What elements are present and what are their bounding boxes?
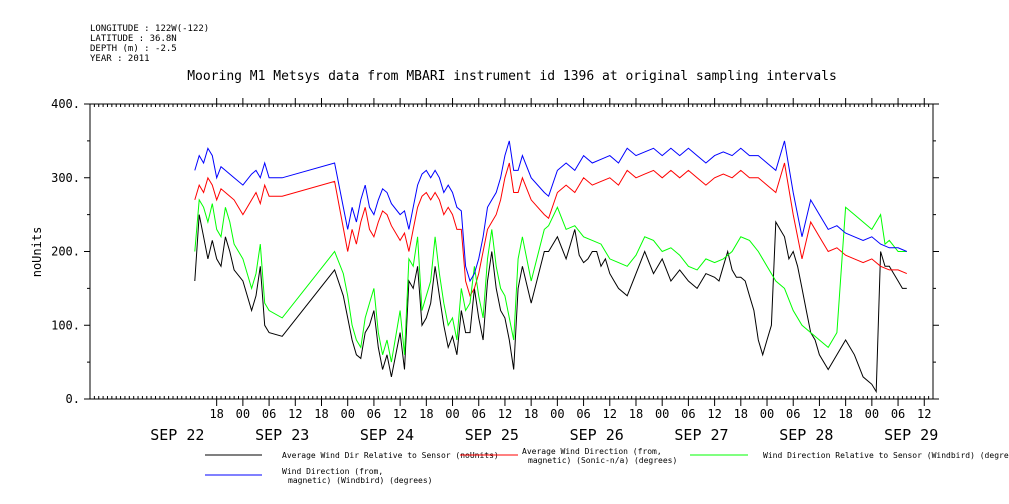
x-date-label: SEP 25 — [465, 426, 519, 444]
legend-label-black: Average Wind Dir Relative to Sensor (noU… — [282, 451, 499, 460]
series-line-2 — [194, 162, 907, 298]
plot-series — [194, 140, 907, 394]
x-tick-label: 18 — [524, 407, 538, 421]
x-tick-label: 12 — [812, 407, 826, 421]
x-tick-label: 00 — [865, 407, 879, 421]
legend-label-red-1: Average Wind Direction (from, — [522, 447, 662, 456]
x-tick-label: 06 — [576, 407, 590, 421]
x-tick-label: 18 — [209, 407, 223, 421]
y-axis-label: noUnits — [30, 227, 44, 278]
legend-label-blue-1: Wind Direction (from, — [282, 467, 383, 476]
y-tick-label: 100. — [51, 318, 80, 332]
x-tick-label: 06 — [472, 407, 486, 421]
latitude-text: LATITUDE : 36.8N — [90, 34, 177, 44]
x-date-label: SEP 29 — [884, 426, 938, 444]
chart-title: Mooring M1 Metsys data from MBARI instru… — [187, 69, 837, 84]
plot-frame — [89, 103, 934, 400]
x-tick-label: 12 — [917, 407, 931, 421]
x-tick-label: 12 — [498, 407, 512, 421]
x-tick-label: 18 — [734, 407, 748, 421]
longitude-text: LONGITUDE : 122W(-122) — [90, 24, 209, 34]
y-tick-label: 300. — [51, 171, 80, 185]
x-date-label: SEP 22 — [150, 426, 204, 444]
x-tick-label: 00 — [445, 407, 459, 421]
year-text: YEAR : 2011 — [90, 54, 150, 64]
legend-label-red-2: magnetic) (Sonic-n/a) (degrees) — [528, 456, 677, 465]
x-tick-label: 18 — [419, 407, 433, 421]
x-tick-label: 12 — [288, 407, 302, 421]
x-date-label: SEP 28 — [779, 426, 833, 444]
x-tick-label: 06 — [367, 407, 381, 421]
x-tick-label: 12 — [393, 407, 407, 421]
x-date-label: SEP 26 — [570, 426, 624, 444]
x-tick-label: 06 — [681, 407, 695, 421]
x-tick-label: 00 — [655, 407, 669, 421]
x-tick-label: 18 — [314, 407, 328, 421]
series-line-1 — [194, 214, 907, 394]
x-tick-label: 12 — [707, 407, 721, 421]
legend-label-blue-2: magnetic) (Windbird) (degrees) — [288, 476, 433, 485]
y-tick-label: 200. — [51, 245, 80, 259]
x-tick-label: 06 — [891, 407, 905, 421]
series-line-4 — [194, 140, 907, 283]
x-tick-label: 12 — [603, 407, 617, 421]
x-tick-label: 06 — [786, 407, 800, 421]
x-axis: 18 00 06 12 18 00 06 12 18 00 06 12 18 00 06 12 18 00 06 12… — [89, 98, 938, 444]
x-date-label: SEP 23 — [255, 426, 309, 444]
x-tick-label: 00 — [550, 407, 564, 421]
x-tick-label: 18 — [838, 407, 852, 421]
series-line-3 — [194, 198, 907, 363]
y-tick-label: 400. — [51, 97, 80, 111]
y-tick-label: 0. — [66, 392, 80, 406]
x-tick-label: 00 — [760, 407, 774, 421]
y-axis: 0. 100. 200. 300. 400. — [51, 97, 939, 406]
x-date-label: SEP 27 — [674, 426, 728, 444]
x-date-label: SEP 24 — [360, 426, 414, 444]
depth-text: DEPTH (m) : -2.5 — [90, 44, 177, 54]
x-tick-label: 18 — [629, 407, 643, 421]
x-tick-label: 06 — [262, 407, 276, 421]
x-tick-label: 00 — [236, 407, 250, 421]
legend-label-green: Wind Direction Relative to Sensor (Windb… — [763, 451, 1009, 460]
x-tick-label: 00 — [340, 407, 354, 421]
legend: Average Wind Dir Relative to Sensor (noU… — [205, 447, 1009, 485]
